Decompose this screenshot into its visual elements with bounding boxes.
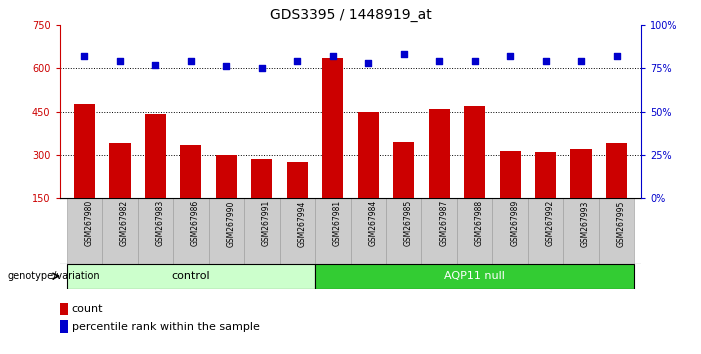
Bar bbox=[492, 198, 528, 264]
Bar bbox=[386, 198, 421, 264]
Text: count: count bbox=[72, 304, 103, 314]
Point bbox=[398, 51, 409, 57]
Bar bbox=[280, 198, 315, 264]
Bar bbox=[599, 198, 634, 264]
Bar bbox=[571, 149, 592, 242]
Point bbox=[150, 62, 161, 68]
Point bbox=[221, 64, 232, 69]
Bar bbox=[350, 198, 386, 264]
Bar bbox=[244, 198, 280, 264]
Text: GSM267989: GSM267989 bbox=[510, 200, 519, 246]
Bar bbox=[421, 198, 457, 264]
Bar bbox=[457, 198, 492, 264]
Title: GDS3395 / 1448919_at: GDS3395 / 1448919_at bbox=[270, 8, 431, 22]
Text: GSM267985: GSM267985 bbox=[404, 200, 413, 246]
Point bbox=[611, 53, 622, 59]
Bar bbox=[428, 109, 450, 242]
Point bbox=[114, 58, 125, 64]
Bar bbox=[251, 159, 273, 242]
Point bbox=[362, 60, 374, 66]
Text: GSM267988: GSM267988 bbox=[475, 200, 484, 246]
Text: GSM267987: GSM267987 bbox=[440, 200, 448, 246]
Text: control: control bbox=[172, 271, 210, 281]
Bar bbox=[67, 198, 102, 264]
Bar bbox=[393, 142, 414, 242]
Bar bbox=[102, 198, 137, 264]
Text: GSM267980: GSM267980 bbox=[84, 200, 93, 246]
Bar bbox=[315, 264, 634, 289]
Point bbox=[576, 58, 587, 64]
Point bbox=[540, 58, 551, 64]
Text: GSM267984: GSM267984 bbox=[368, 200, 377, 246]
Bar bbox=[528, 198, 564, 264]
Point bbox=[256, 65, 267, 71]
Bar bbox=[67, 264, 315, 289]
Bar bbox=[606, 143, 627, 242]
Point bbox=[434, 58, 445, 64]
Text: GSM267990: GSM267990 bbox=[226, 200, 236, 247]
Bar bbox=[180, 145, 201, 242]
Text: AQP11 null: AQP11 null bbox=[444, 271, 505, 281]
Point bbox=[327, 53, 339, 59]
Bar bbox=[464, 106, 485, 242]
Text: GSM267986: GSM267986 bbox=[191, 200, 200, 246]
Point bbox=[469, 58, 480, 64]
Text: GSM267992: GSM267992 bbox=[545, 200, 554, 246]
Bar bbox=[322, 58, 343, 242]
Bar bbox=[216, 155, 237, 242]
Bar bbox=[74, 104, 95, 242]
Bar bbox=[535, 152, 557, 242]
Bar bbox=[287, 162, 308, 242]
Bar bbox=[60, 303, 69, 315]
Text: GSM267983: GSM267983 bbox=[156, 200, 164, 246]
Bar bbox=[209, 198, 244, 264]
Text: GSM267993: GSM267993 bbox=[581, 200, 590, 247]
Point bbox=[505, 53, 516, 59]
Bar bbox=[137, 198, 173, 264]
Text: percentile rank within the sample: percentile rank within the sample bbox=[72, 322, 260, 332]
Bar bbox=[315, 198, 350, 264]
Point bbox=[292, 58, 303, 64]
Text: GSM267981: GSM267981 bbox=[333, 200, 342, 246]
Bar bbox=[173, 198, 209, 264]
Text: GSM267994: GSM267994 bbox=[297, 200, 306, 247]
Point bbox=[79, 53, 90, 59]
Bar bbox=[500, 150, 521, 242]
Bar bbox=[144, 114, 166, 242]
Text: GSM267995: GSM267995 bbox=[617, 200, 625, 247]
Text: GSM267982: GSM267982 bbox=[120, 200, 129, 246]
Point bbox=[185, 58, 196, 64]
Text: GSM267991: GSM267991 bbox=[261, 200, 271, 246]
Bar bbox=[358, 112, 379, 242]
Text: genotype/variation: genotype/variation bbox=[7, 271, 100, 281]
Bar bbox=[109, 143, 130, 242]
Bar bbox=[564, 198, 599, 264]
Bar bbox=[60, 320, 69, 333]
